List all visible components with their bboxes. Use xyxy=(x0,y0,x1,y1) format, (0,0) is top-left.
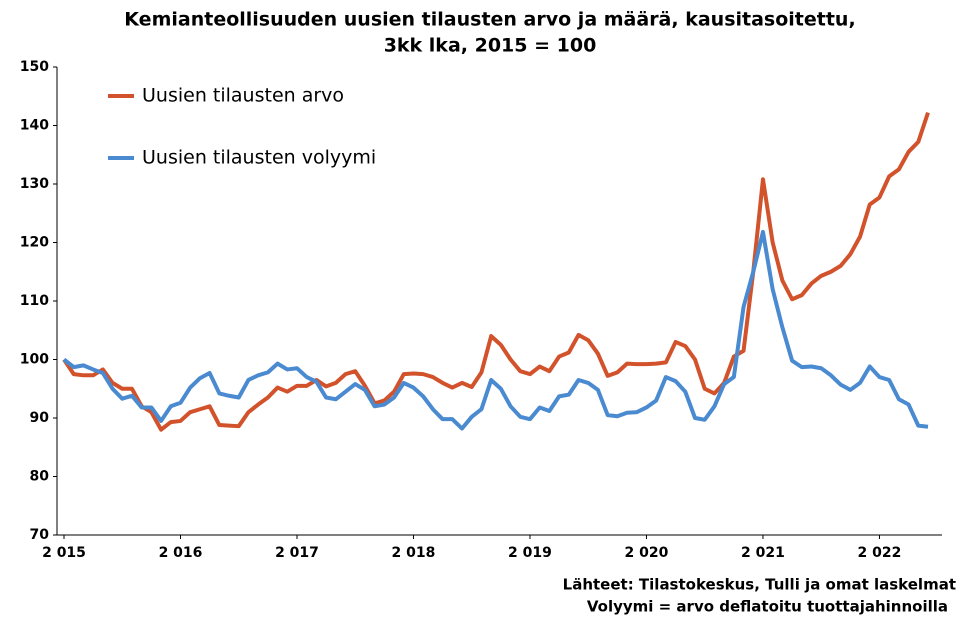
y-tick-label: 90 xyxy=(30,410,50,426)
legend-label: Uusien tilausten volyymi xyxy=(142,147,376,169)
x-tick-label: 2 018 xyxy=(392,545,436,561)
x-tick-label: 2 020 xyxy=(625,545,669,561)
x-tick-label: 2 016 xyxy=(159,545,203,561)
y-tick-label: 80 xyxy=(30,469,50,485)
y-tick-label: 130 xyxy=(20,176,49,192)
y-tick-label: 120 xyxy=(20,235,49,251)
x-tick-label: 2 021 xyxy=(741,545,785,561)
source-note: Lähteet: Tilastokeskus, Tulli ja omat la… xyxy=(563,576,956,594)
legend-label: Uusien tilausten arvo xyxy=(142,85,344,107)
y-tick-label: 150 xyxy=(20,59,49,75)
x-tick-label: 2 015 xyxy=(42,545,86,561)
line-series xyxy=(62,111,930,432)
x-tick-label: 2 017 xyxy=(275,545,319,561)
chart-title: 3kk lka, 2015 = 100 xyxy=(384,35,597,57)
y-tick-label: 100 xyxy=(20,352,49,368)
line-series xyxy=(62,229,929,431)
y-tick-label: 110 xyxy=(20,293,49,309)
chart-title: Kemianteollisuuden uusien tilausten arvo… xyxy=(124,9,855,31)
y-tick-label: 70 xyxy=(30,527,50,543)
source-note: Volyymi = arvo deflatoitu tuottajahinnoi… xyxy=(587,598,948,616)
x-tick-label: 2 019 xyxy=(508,545,552,561)
y-tick-label: 140 xyxy=(20,118,49,134)
x-tick-label: 2 022 xyxy=(858,545,902,561)
